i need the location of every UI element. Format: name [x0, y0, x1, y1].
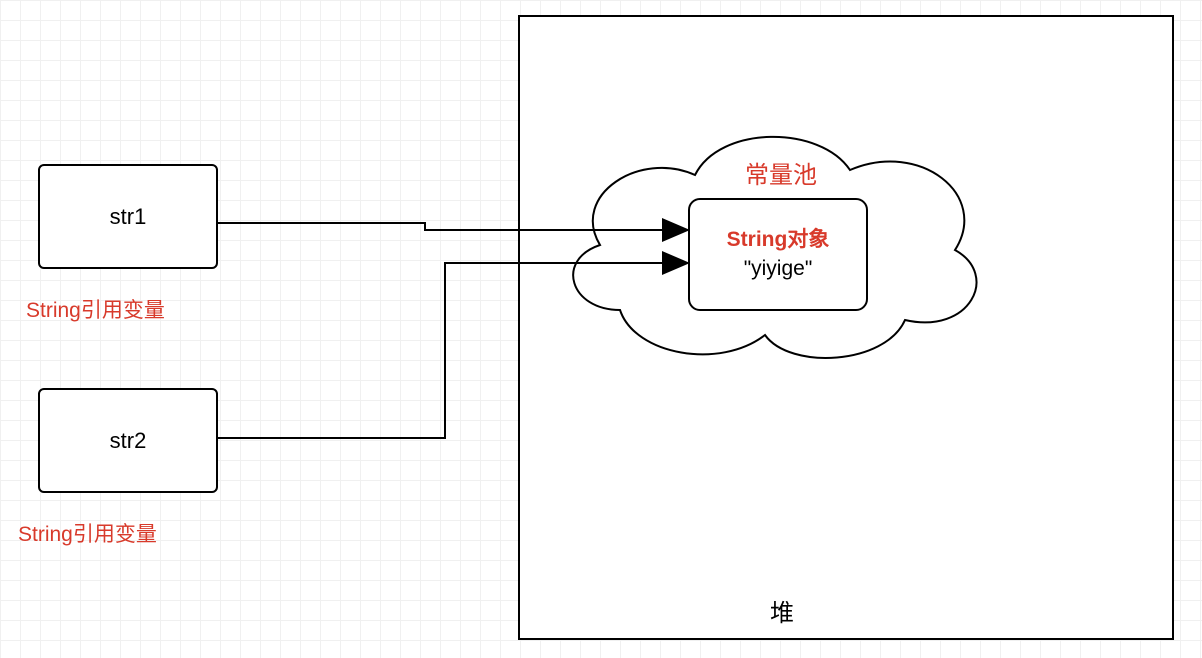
heap-label: 堆	[770, 593, 794, 628]
string-object-value: "yiyige"	[744, 255, 813, 283]
str2-label: str2	[110, 428, 147, 454]
string-object-title: String对象	[727, 226, 830, 254]
str1-variable-box: str1	[38, 164, 218, 269]
str2-variable-box: str2	[38, 388, 218, 493]
str1-label: str1	[110, 204, 147, 230]
constant-pool-title: 常量池	[745, 155, 817, 190]
str1-caption: String引用变量	[26, 294, 165, 324]
string-object-box: String对象 "yiyige"	[688, 198, 868, 311]
heap-container	[518, 15, 1174, 640]
str2-caption: String引用变量	[18, 518, 157, 548]
